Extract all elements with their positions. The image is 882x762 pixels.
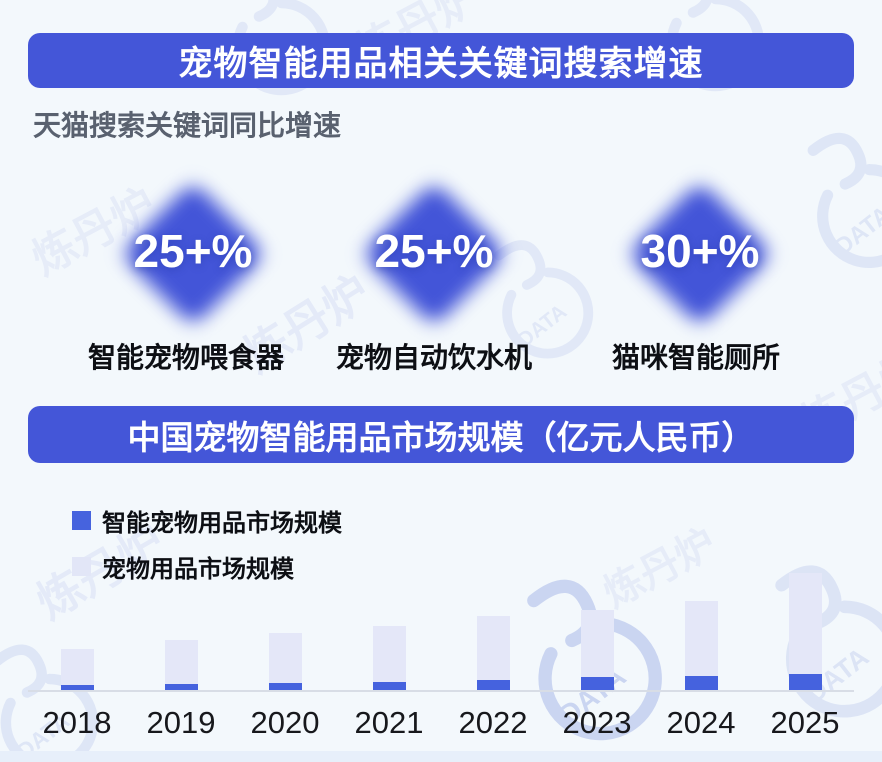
x-axis-line <box>28 690 854 692</box>
bar-segment-total <box>580 610 614 677</box>
bar-segment-smart <box>476 680 510 690</box>
bar-segment-smart <box>788 674 822 690</box>
bar-segment-total <box>164 640 198 684</box>
stat-feeder: 25+% <box>88 178 298 328</box>
legend-swatch-smart-icon <box>72 511 91 530</box>
x-label-2020: 2020 <box>250 705 320 740</box>
stat-label-litter-box: 猫咪智能厕所 <box>611 342 780 373</box>
stat-value: 30+% <box>640 225 760 277</box>
market-bar-chart <box>25 555 857 690</box>
x-label-2024: 2024 <box>666 705 736 740</box>
bar-segment-total <box>684 601 718 676</box>
market-size-banner: 中国宠物智能用品市场规模（亿元人民币） <box>28 406 854 463</box>
bar-stack <box>684 601 718 690</box>
bar-segment-smart <box>268 683 302 690</box>
bar-2022 <box>441 555 545 690</box>
x-label-2018: 2018 <box>42 705 112 740</box>
legend-label-total: 宠物用品市场规模 <box>102 556 294 583</box>
bar-segment-smart <box>164 684 198 690</box>
legend-item-total: 宠物用品市场规模 <box>72 549 294 584</box>
bar-segment-smart <box>372 682 406 690</box>
svg-text:DATA: DATA <box>830 201 882 261</box>
bar-stack <box>268 633 302 690</box>
bar-segment-smart <box>580 677 614 690</box>
bar-2023 <box>545 555 649 690</box>
bar-stack <box>476 616 510 690</box>
bar-segment-total <box>788 573 822 674</box>
x-label-2019: 2019 <box>146 705 216 740</box>
search-growth-banner: 宠物智能用品相关关键词搜索增速 <box>28 33 854 88</box>
subtitle: 天猫搜索关键词同比增速 <box>33 110 342 141</box>
bar-2021 <box>337 555 441 690</box>
bar-segment-smart <box>684 676 718 690</box>
bar-2019 <box>129 555 233 690</box>
bar-segment-total <box>372 626 406 682</box>
bar-segment-total <box>268 633 302 683</box>
stat-value: 25+% <box>374 225 494 277</box>
x-label-2025: 2025 <box>770 705 840 740</box>
x-label-2022: 2022 <box>458 705 528 740</box>
bar-stack <box>60 649 94 690</box>
bar-stack <box>164 640 198 690</box>
search-growth-title: 宠物智能用品相关关键词搜索增速 <box>178 45 704 83</box>
bottom-strip <box>0 751 882 762</box>
legend-item-smart: 智能宠物用品市场规模 <box>72 503 342 538</box>
bar-segment-total <box>60 649 94 685</box>
x-label-2023: 2023 <box>562 705 632 740</box>
bar-segment-total <box>476 616 510 680</box>
stat-label-feeder: 智能宠物喂食器 <box>87 342 284 373</box>
bar-2024 <box>649 555 753 690</box>
stat-water-dispenser: 25+% <box>329 178 539 328</box>
stat-label-water-dispenser: 宠物自动饮水机 <box>335 342 532 373</box>
legend-label-smart: 智能宠物用品市场规模 <box>102 510 342 537</box>
stat-value: 25+% <box>133 225 253 277</box>
x-label-2021: 2021 <box>354 705 424 740</box>
stat-litter-box: 30+% <box>595 178 805 328</box>
x-axis-labels: 2018 2019 2020 2021 2022 2023 2024 2025 <box>25 705 857 741</box>
bar-stack <box>788 573 822 690</box>
bar-segment-smart <box>60 685 94 690</box>
legend-swatch-total-icon <box>72 557 91 576</box>
bar-stack <box>372 626 406 690</box>
bar-2025 <box>753 555 857 690</box>
bar-2020 <box>233 555 337 690</box>
bar-2018 <box>25 555 129 690</box>
market-size-title: 中国宠物智能用品市场规模（亿元人民币） <box>127 418 755 456</box>
bar-stack <box>580 610 614 690</box>
